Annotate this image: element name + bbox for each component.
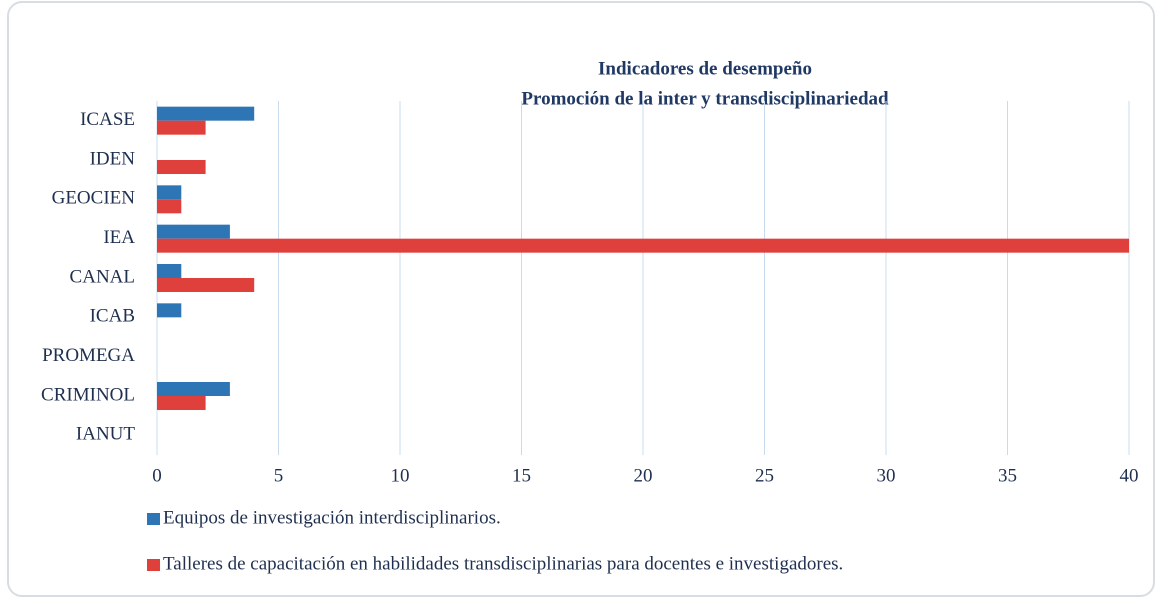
bar bbox=[157, 160, 206, 174]
x-tick-label: 35 bbox=[998, 465, 1017, 486]
bar bbox=[157, 382, 230, 396]
y-tick-label: IANUT bbox=[76, 424, 135, 445]
bar bbox=[157, 278, 255, 292]
y-tick-label: IEA bbox=[103, 227, 135, 248]
y-tick-label: ICAB bbox=[90, 306, 135, 327]
bar bbox=[157, 224, 230, 239]
bar bbox=[157, 238, 1129, 253]
bar bbox=[157, 264, 182, 278]
legend-label: Talleres de capacitación en habilidades … bbox=[163, 553, 843, 574]
x-tick-label: 5 bbox=[274, 465, 284, 486]
y-tick-label: GEOCIEN bbox=[52, 188, 136, 209]
frame bbox=[7, 1, 1155, 597]
x-tick-label: 10 bbox=[391, 465, 410, 486]
bar bbox=[157, 106, 255, 121]
x-tick-label: 30 bbox=[877, 465, 896, 486]
y-tick-label: PROMEGA bbox=[42, 345, 135, 366]
x-tick-label: 20 bbox=[634, 465, 653, 486]
legend-label: Equipos de investigación interdisciplina… bbox=[163, 507, 501, 528]
legend-swatch bbox=[147, 513, 160, 525]
bar bbox=[157, 120, 206, 135]
chart-title: Indicadores de desempeño bbox=[598, 58, 812, 79]
bar bbox=[157, 185, 182, 200]
x-tick-label: 40 bbox=[1120, 465, 1139, 486]
y-tick-label: CRIMINOL bbox=[41, 384, 135, 405]
x-tick-label: 15 bbox=[512, 465, 531, 486]
chart-subtitle: Promoción de la inter y transdisciplinar… bbox=[521, 88, 889, 109]
y-tick-label: IDEN bbox=[90, 148, 136, 169]
bar bbox=[157, 199, 182, 214]
bar bbox=[157, 303, 182, 318]
y-tick-label: ICASE bbox=[80, 109, 135, 130]
bar bbox=[157, 396, 206, 410]
legend-swatch bbox=[147, 559, 160, 571]
x-tick-label: 0 bbox=[152, 465, 162, 486]
x-tick-label: 25 bbox=[755, 465, 774, 486]
y-tick-label: CANAL bbox=[70, 266, 135, 287]
